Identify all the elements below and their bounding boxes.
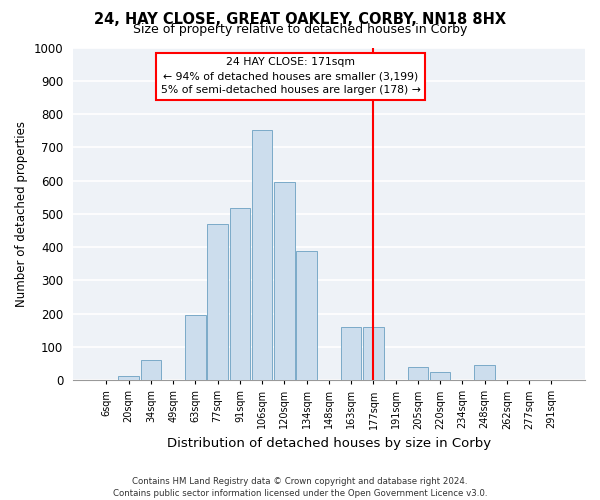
Bar xyxy=(185,315,206,380)
Text: 24 HAY CLOSE: 171sqm
← 94% of detached houses are smaller (3,199)
5% of semi-det: 24 HAY CLOSE: 171sqm ← 94% of detached h… xyxy=(161,58,421,96)
Text: Size of property relative to detached houses in Corby: Size of property relative to detached ho… xyxy=(133,22,467,36)
Bar xyxy=(430,372,451,380)
Y-axis label: Number of detached properties: Number of detached properties xyxy=(15,121,28,307)
X-axis label: Distribution of detached houses by size in Corby: Distribution of detached houses by size … xyxy=(167,437,491,450)
Bar xyxy=(252,130,272,380)
Bar xyxy=(118,376,139,380)
Bar xyxy=(475,365,495,380)
Bar xyxy=(296,250,317,380)
Bar xyxy=(140,360,161,380)
Text: Contains HM Land Registry data © Crown copyright and database right 2024.
Contai: Contains HM Land Registry data © Crown c… xyxy=(113,476,487,498)
Bar xyxy=(230,208,250,380)
Bar xyxy=(408,366,428,380)
Bar xyxy=(208,224,228,380)
Text: 24, HAY CLOSE, GREAT OAKLEY, CORBY, NN18 8HX: 24, HAY CLOSE, GREAT OAKLEY, CORBY, NN18… xyxy=(94,12,506,28)
Bar xyxy=(274,182,295,380)
Bar xyxy=(363,327,383,380)
Bar xyxy=(341,327,361,380)
